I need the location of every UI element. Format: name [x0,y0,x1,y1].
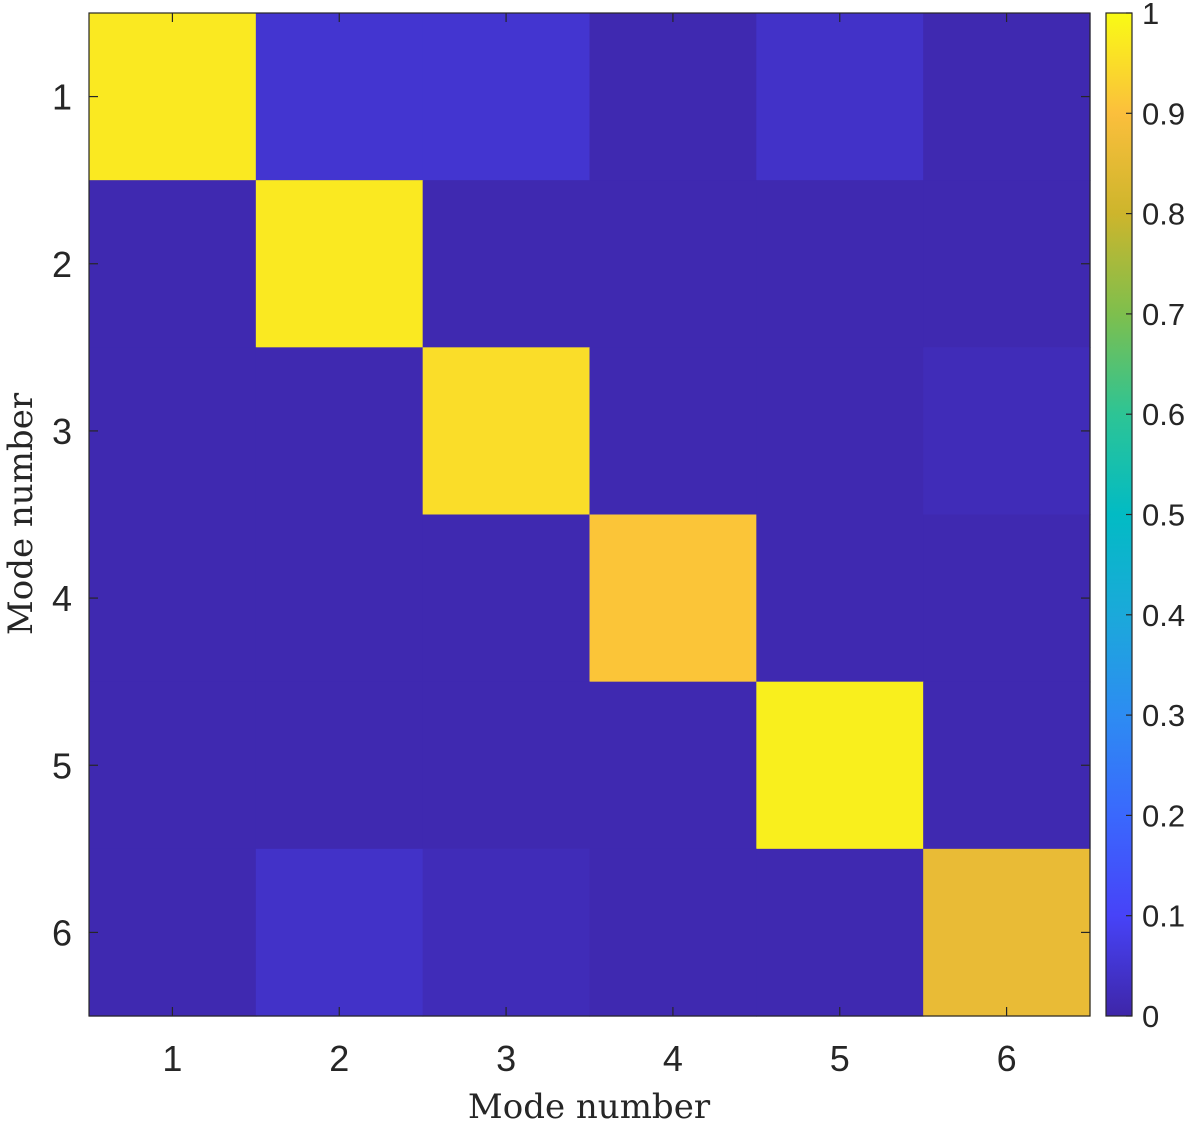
colorbar-tick-label: 0.3 [1142,698,1185,733]
colorbar-tick-label: 0.9 [1142,96,1185,131]
heatmap-cells [89,13,1091,1017]
x-tick-label: 6 [997,1038,1017,1079]
heatmap-cell-r1-c5 [756,13,924,181]
heatmap-cell-r6-c1 [89,848,257,1017]
colorbar-tick-label: 0.8 [1142,197,1185,232]
heatmap-cell-r4-c6 [923,514,1091,683]
x-axis-label: Mode number [468,1087,711,1122]
heatmap-cell-r5-c4 [589,681,757,850]
heatmap-cell-r1-c1 [89,13,257,181]
x-tick-label: 1 [162,1038,182,1079]
heatmap-cell-r5-c6 [923,681,1091,850]
y-tick-label: 1 [52,77,72,118]
heatmap-cell-r3-c5 [756,347,924,516]
colorbar-tick-label: 0.2 [1142,798,1185,833]
colorbar-tick-label: 1 [1142,0,1159,31]
heatmap-cell-r3-c2 [255,347,424,516]
colorbar-tick-label: 0.1 [1142,899,1185,934]
heatmap-cell-r2-c3 [422,180,591,348]
heatmap-cell-r6-c6 [923,848,1091,1017]
y-tick-label: 5 [52,745,72,786]
heatmap-cell-r1-c2 [255,13,424,181]
heatmap-cell-r1-c6 [923,13,1091,181]
heatmap-cell-r6-c3 [422,848,591,1017]
colorbar-ticks: 0 0.1 0.2 0.3 0.4 0.5 0.6 0.7 0.8 0.9 1 [1126,0,1185,1034]
heatmap-cell-r6-c2 [255,848,424,1017]
heatmap-cell-r3-c6 [923,347,1091,516]
heatmap-cell-r2-c2 [255,180,424,348]
colorbar-tick-label: 0.7 [1142,297,1185,332]
heatmap-cell-r2-c4 [589,180,757,348]
y-tick-label: 4 [52,578,72,619]
axis-ticks [89,13,1090,1016]
colorbar-tick-label: 0.5 [1142,498,1185,533]
colorbar-tick-label: 0.6 [1142,397,1185,432]
heatmap-cell-r5-c3 [422,681,591,850]
heatmap-cell-r4-c1 [89,514,257,683]
heatmap-cell-r4-c3 [422,514,591,683]
heatmap-cell-r4-c2 [255,514,424,683]
x-tick-label: 4 [663,1038,683,1079]
heatmap-cell-r6-c4 [589,848,757,1017]
y-axis-label: Mode number [1,392,41,635]
heatmap-cell-r1-c3 [422,13,591,181]
heatmap-cell-r1-c4 [589,13,757,181]
y-tick-label: 6 [52,912,72,953]
y-tick-label: 3 [52,411,72,452]
x-tick-label: 2 [329,1038,349,1079]
heatmap-cell-r2-c1 [89,180,257,348]
x-tick-labels: 1 2 3 4 5 6 [162,1038,1016,1079]
heatmap-cell-r6-c5 [756,848,924,1017]
heatmap-cell-r5-c5 [756,681,924,850]
y-tick-labels: 1 2 3 4 5 6 [52,77,72,954]
colorbar-tick-label: 0 [1142,999,1159,1034]
heatmap-cell-r5-c2 [255,681,424,850]
x-tick-label: 3 [496,1038,516,1079]
heatmap-cell-r2-c5 [756,180,924,348]
y-tick-label: 2 [52,244,72,285]
x-tick-label: 5 [830,1038,850,1079]
heatmap-cell-r5-c1 [89,681,257,850]
heatmap-cell-r3-c3 [422,347,591,516]
heatmap-cell-r4-c4 [589,514,757,683]
colorbar-tick-label: 0.4 [1142,598,1185,633]
heatmap-cell-r2-c6 [923,180,1091,348]
heatmap-cell-r4-c5 [756,514,924,683]
heatmap-cell-r3-c4 [589,347,757,516]
plot-frame [88,12,1091,1017]
heatmap-cell-r3-c1 [89,347,257,516]
